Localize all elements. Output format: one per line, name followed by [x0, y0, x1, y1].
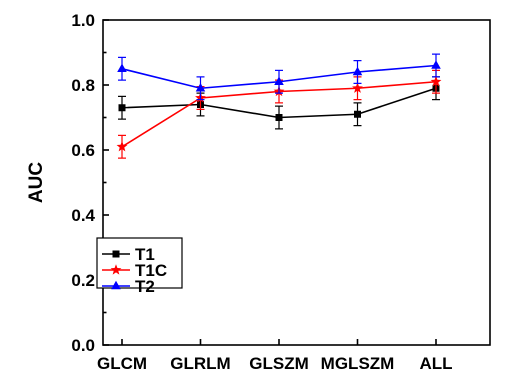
data-point-marker [111, 280, 121, 290]
axes-group: 0.0 0.2 0.4 0.6 0.8 1.0 GLCM GLRLM GLSZM MGLSZM AL… [26, 11, 491, 371]
series-t2 [117, 53, 441, 101]
x-tick-label: ALL [419, 354, 452, 371]
data-point-marker [352, 82, 363, 93]
legend-box [96, 237, 183, 289]
data-point-marker [195, 83, 206, 92]
y-tick-label: 0.4 [71, 206, 95, 225]
legend-label: T1C [135, 261, 167, 280]
legend-label: T2 [135, 277, 155, 296]
data-point-marker [354, 110, 361, 118]
y-tick-label: 1.0 [71, 11, 95, 30]
data-point-marker [112, 250, 120, 258]
x-tick-label: GLRLM [170, 354, 230, 371]
data-point-marker [116, 141, 128, 152]
data-point-marker [110, 264, 122, 275]
data-point-marker [275, 114, 283, 121]
data-point-marker [431, 60, 441, 69]
y-tick-label: 0.8 [71, 76, 95, 95]
y-tick-label: 0.0 [71, 336, 95, 355]
y-axis-title: AUC [26, 162, 47, 203]
y-tick-label: 0.6 [71, 141, 95, 160]
data-point-marker [352, 66, 363, 76]
legend-item-t1c: T1C [102, 261, 167, 280]
legend-label: T1 [135, 245, 155, 264]
x-tick-label: MGLSZM [321, 354, 395, 371]
data-point-marker [430, 76, 442, 87]
series-group [116, 53, 442, 159]
x-tick-label: GLSZM [249, 354, 309, 371]
legend-item-t2: T2 [102, 277, 155, 296]
legend-item-t1: T1 [102, 245, 155, 264]
data-point-marker [117, 63, 127, 72]
plot-frame [102, 19, 491, 346]
data-point-marker [118, 104, 126, 112]
y-tick-label: 0.2 [71, 271, 95, 290]
x-tick-label: GLCM [97, 354, 147, 371]
data-point-marker [274, 76, 284, 85]
